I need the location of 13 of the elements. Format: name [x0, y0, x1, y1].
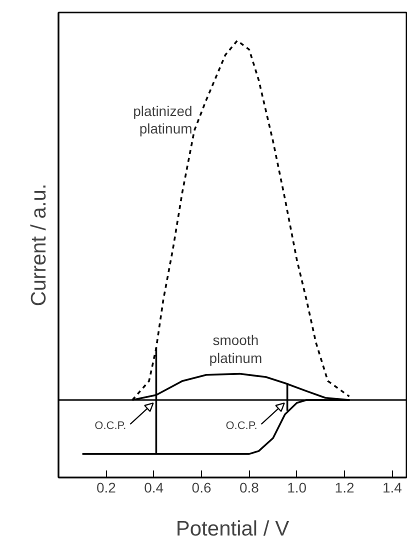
x-tick-label: 0.6: [192, 480, 212, 496]
annotation: O.C.P.: [94, 420, 126, 432]
series-label: smooth platinum: [209, 332, 262, 366]
y-axis-title: Current / a.u.: [28, 184, 50, 306]
x-tick-label: 0.2: [96, 480, 116, 496]
series-label: platinized platinum: [133, 103, 192, 137]
x-tick-label: 1.4: [382, 480, 402, 496]
annotation: O.C.P.: [226, 420, 258, 432]
x-tick-label: 1.0: [287, 480, 307, 496]
x-axis-title: Potential / V: [176, 518, 290, 540]
x-tick-label: 1.2: [334, 480, 354, 496]
x-tick-label: 0.4: [144, 480, 164, 496]
x-tick-label: 0.8: [239, 480, 260, 496]
